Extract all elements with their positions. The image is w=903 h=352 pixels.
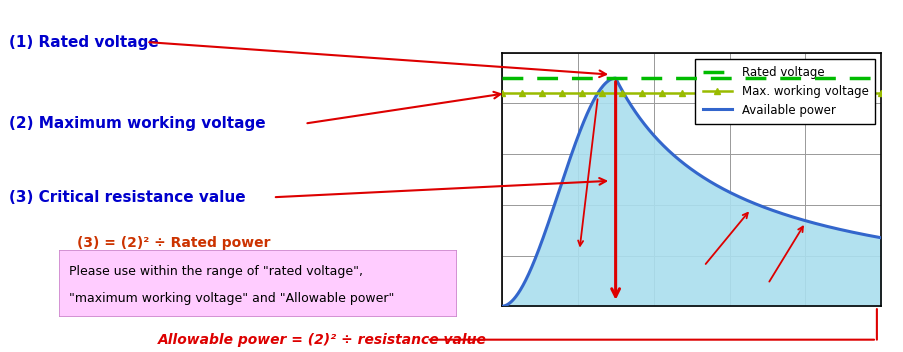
- Text: (3) Critical resistance value: (3) Critical resistance value: [9, 190, 246, 205]
- Text: (3) = (2)² ÷ Rated power: (3) = (2)² ÷ Rated power: [77, 236, 270, 250]
- Text: (1) Rated voltage: (1) Rated voltage: [9, 35, 159, 50]
- Text: Please use within the range of "rated voltage",: Please use within the range of "rated vo…: [69, 265, 362, 278]
- Text: (2) Maximum working voltage: (2) Maximum working voltage: [9, 116, 265, 131]
- Legend: Rated voltage, Max. working voltage, Available power: Rated voltage, Max. working voltage, Ava…: [694, 59, 874, 124]
- FancyBboxPatch shape: [59, 250, 456, 317]
- Text: Allowable power = (2)² ÷ resistance value: Allowable power = (2)² ÷ resistance valu…: [158, 333, 487, 347]
- Text: "maximum working voltage" and "Allowable power": "maximum working voltage" and "Allowable…: [69, 291, 394, 304]
